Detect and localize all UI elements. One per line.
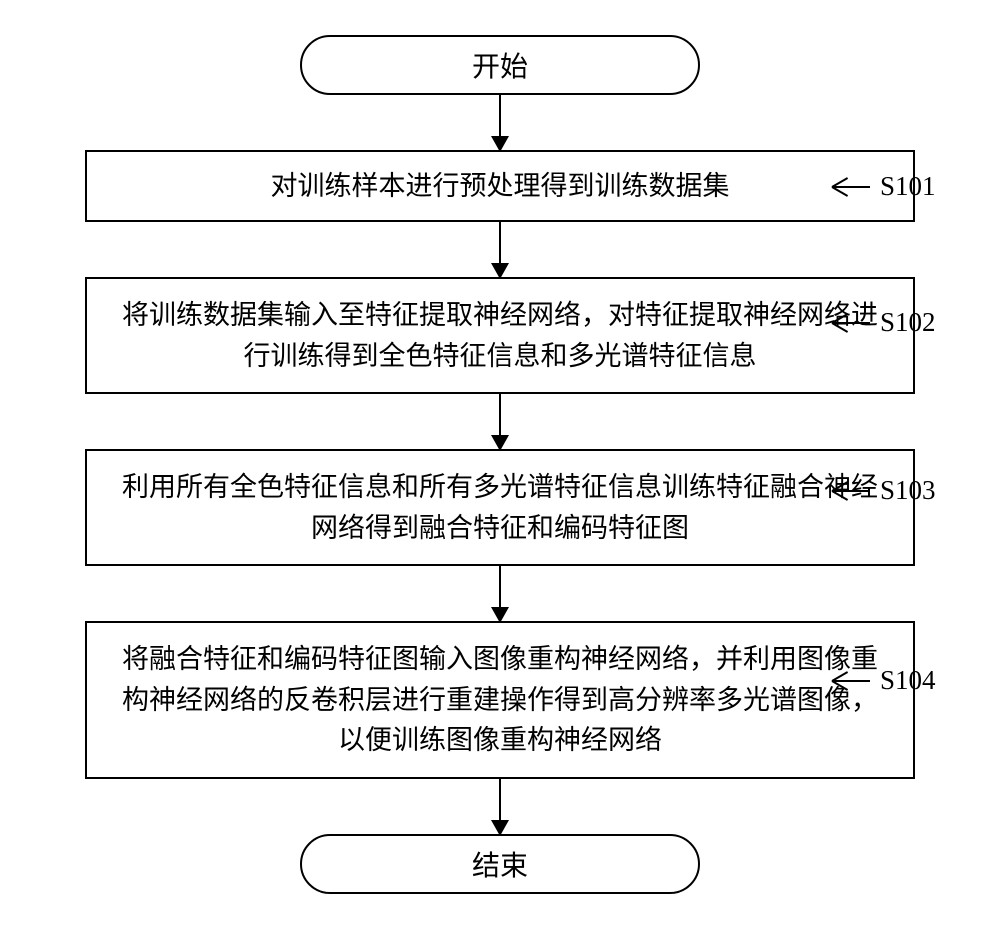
end-terminal: 结束 xyxy=(300,834,700,894)
arrow-3 xyxy=(55,394,945,449)
end-label: 结束 xyxy=(472,844,528,884)
process-s101: 对训练样本进行预处理得到训练数据集 xyxy=(85,150,915,222)
label-s103: S103 xyxy=(880,475,936,506)
start-label: 开始 xyxy=(472,45,528,85)
arrow-4 xyxy=(55,566,945,621)
arrow-1 xyxy=(55,95,945,150)
label-s102: S102 xyxy=(880,307,936,338)
process-s101-text: 对训练样本进行预处理得到训练数据集 xyxy=(271,166,730,207)
process-s104: 将融合特征和编码特征图输入图像重构神经网络，并利用图像重构神经网络的反卷积层进行… xyxy=(85,621,915,779)
process-s103-text: 利用所有全色特征信息和所有多光谱特征信息训练特征融合神经网络得到融合特征和编码特… xyxy=(109,467,891,548)
connector-line xyxy=(832,322,870,324)
connector-line xyxy=(832,186,870,188)
start-terminal: 开始 xyxy=(300,35,700,95)
label-s101: S101 xyxy=(880,171,936,202)
process-s102-text: 将训练数据集输入至特征提取神经网络，对特征提取神经网络进行训练得到全色特征信息和… xyxy=(109,295,891,376)
label-s104: S104 xyxy=(880,665,936,696)
arrow-5 xyxy=(55,779,945,834)
flowchart-container: 开始 对训练样本进行预处理得到训练数据集 将训练数据集输入至特征提取神经网络，对… xyxy=(55,35,945,894)
connector-line xyxy=(832,490,870,492)
process-s104-text: 将融合特征和编码特征图输入图像重构神经网络，并利用图像重构神经网络的反卷积层进行… xyxy=(109,639,891,761)
process-s103: 利用所有全色特征信息和所有多光谱特征信息训练特征融合神经网络得到融合特征和编码特… xyxy=(85,449,915,566)
connector-line xyxy=(832,680,870,682)
process-s102: 将训练数据集输入至特征提取神经网络，对特征提取神经网络进行训练得到全色特征信息和… xyxy=(85,277,915,394)
arrow-2 xyxy=(55,222,945,277)
